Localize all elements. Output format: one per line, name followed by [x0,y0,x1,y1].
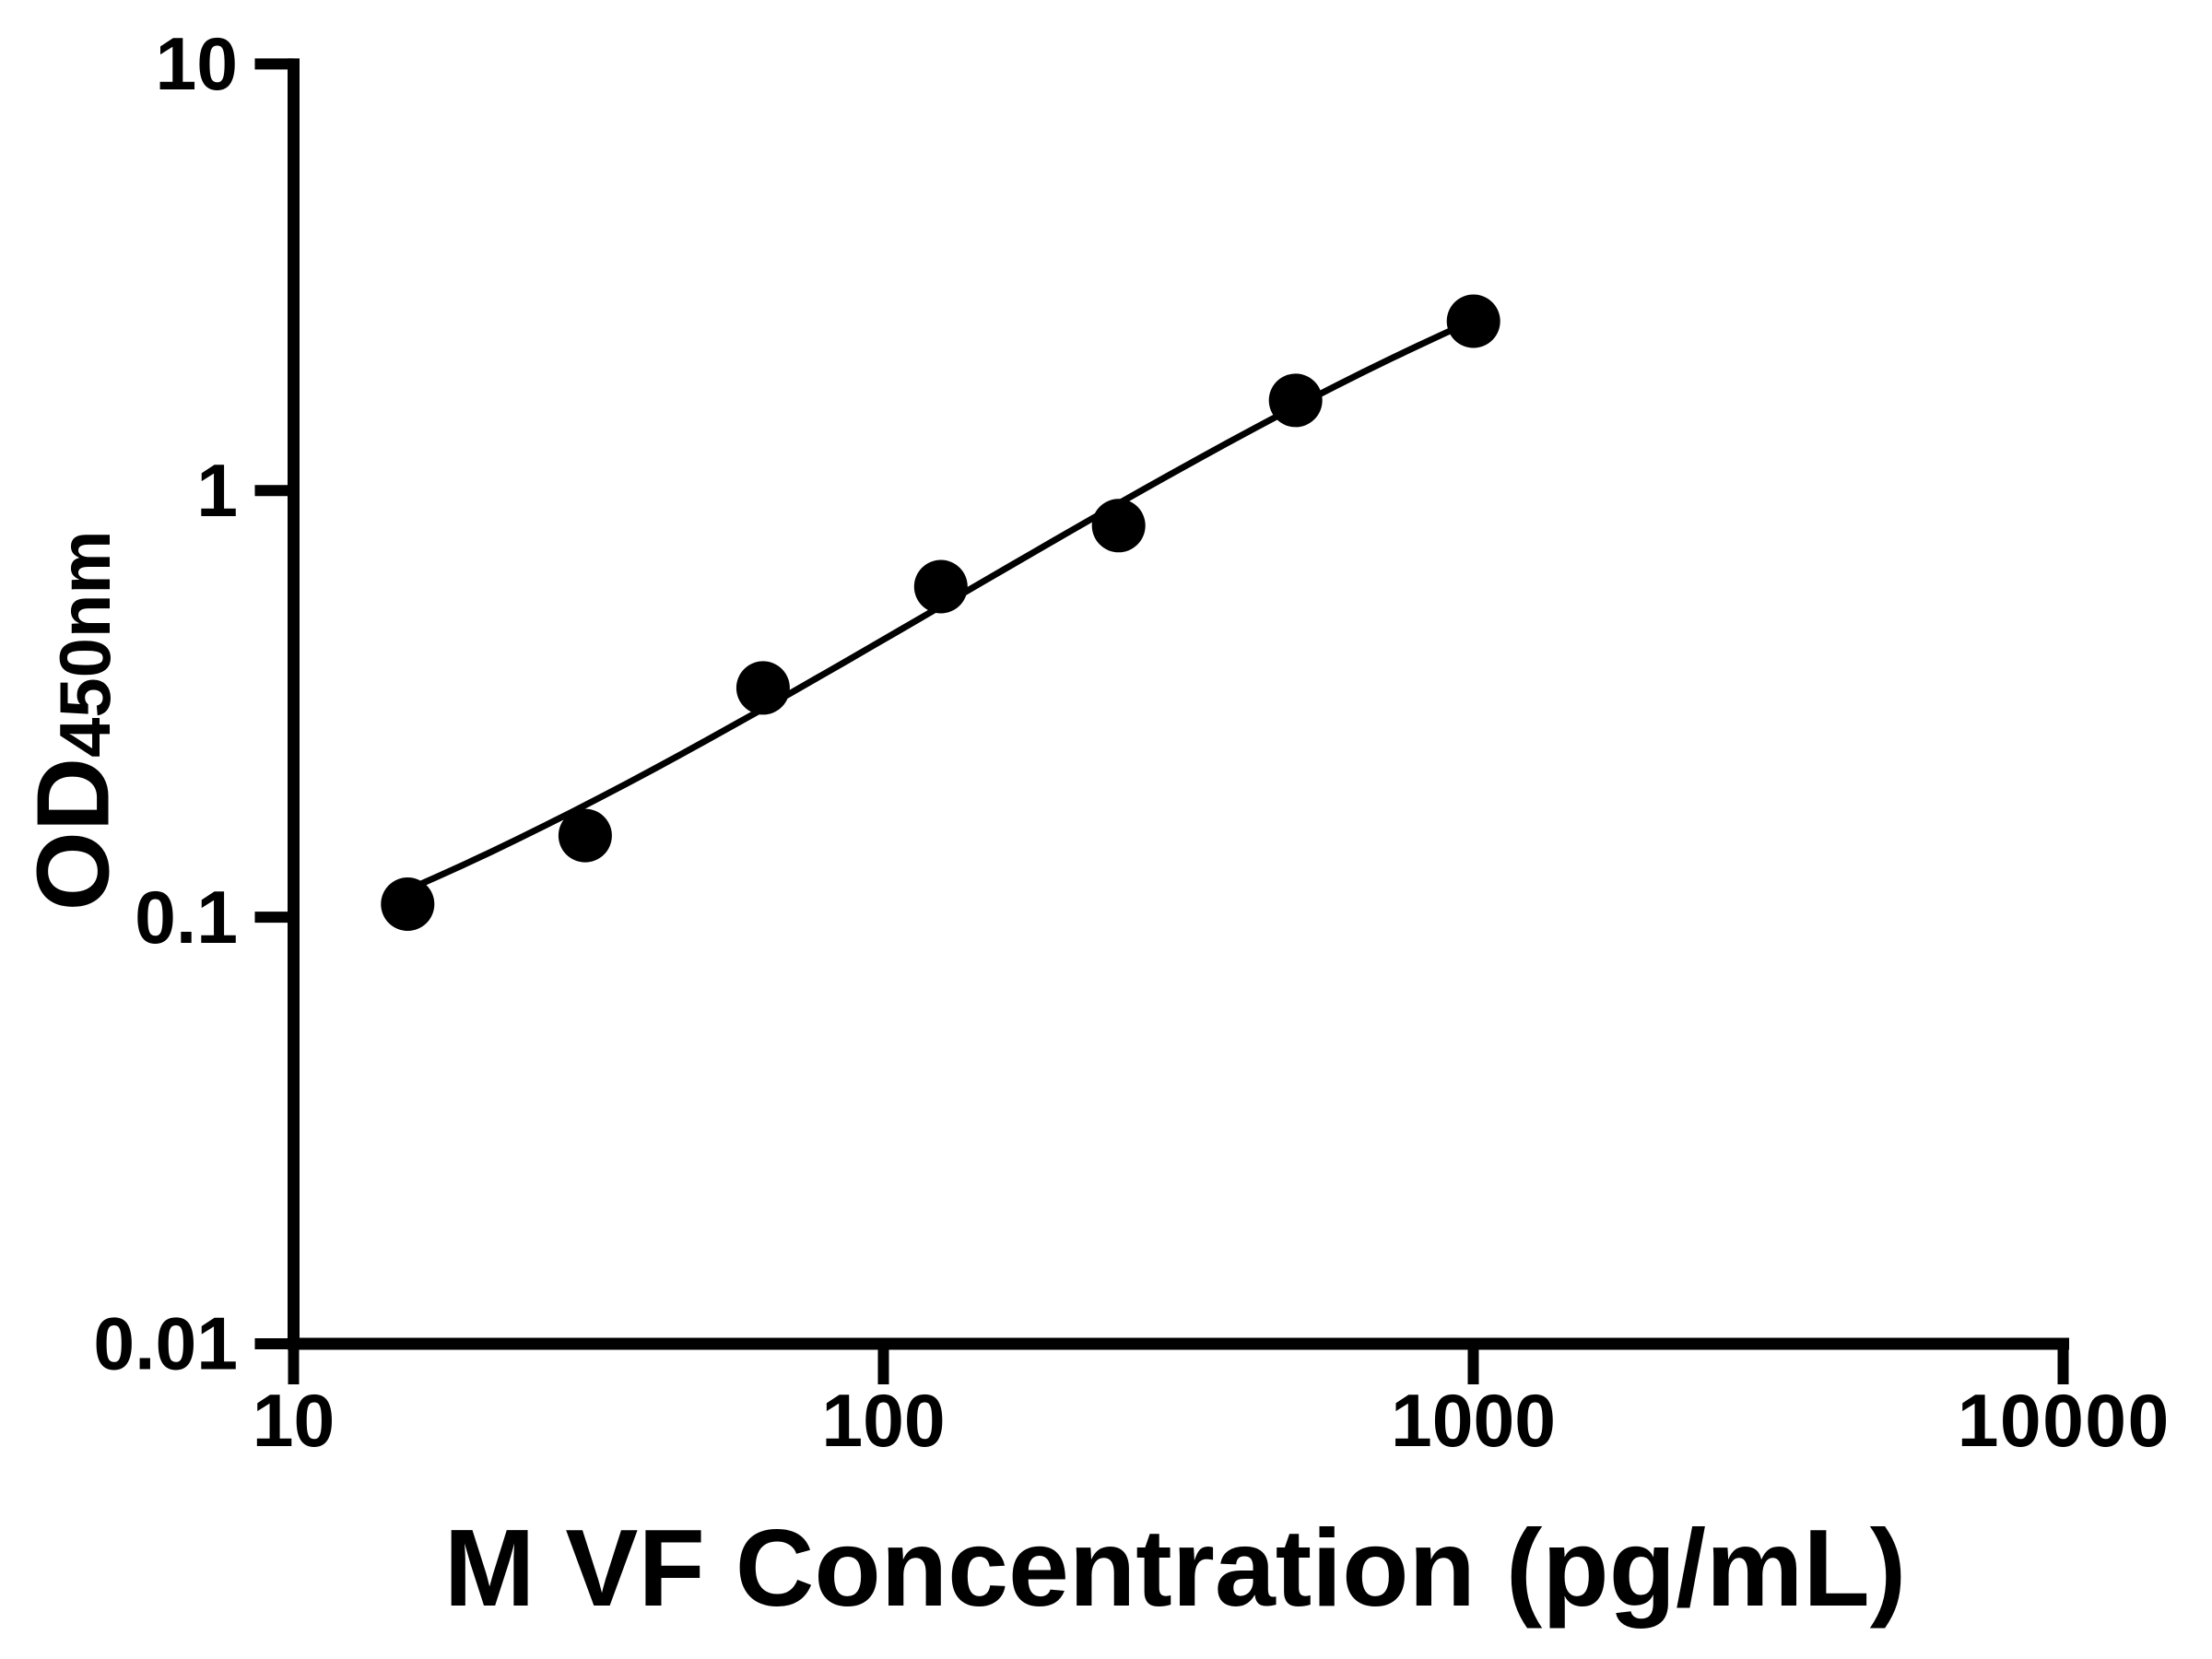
svg-text:0.1: 0.1 [135,877,238,959]
svg-text:M VF Concentration (pg/mL): M VF Concentration (pg/mL) [444,1508,1906,1630]
svg-text:1: 1 [196,450,238,533]
svg-text:10: 10 [253,1380,335,1463]
svg-text:0.01: 0.01 [93,1303,238,1386]
svg-text:10000: 10000 [1958,1380,2171,1463]
svg-text:10: 10 [155,23,238,106]
svg-text:1000: 1000 [1391,1380,1556,1463]
svg-text:100: 100 [821,1380,945,1463]
